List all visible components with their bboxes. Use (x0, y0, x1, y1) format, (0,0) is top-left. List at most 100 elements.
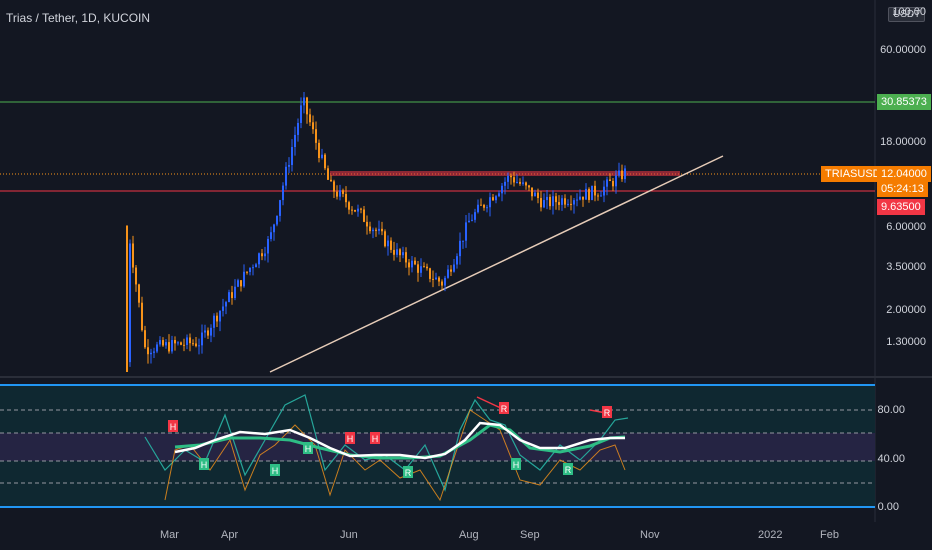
candle-body (243, 271, 245, 287)
candle-body (387, 240, 389, 247)
regular-bullish-marker-2 (563, 463, 573, 475)
hidden-bearish-label: H (372, 434, 379, 444)
last-price-tag: 12.04000 (877, 166, 931, 182)
candle-body (357, 208, 359, 212)
regular-bullish-label: R (565, 465, 572, 475)
candle-body (231, 292, 233, 299)
candle-body (471, 219, 473, 221)
candle-body (135, 267, 137, 285)
hidden-bullish-marker-4 (511, 458, 521, 470)
candle-body (402, 252, 404, 256)
indicator-axis-tick: 80.00 (877, 404, 905, 416)
candle-body (336, 191, 338, 197)
candle-body (270, 232, 272, 239)
bar-countdown-tag: 05:24:13 (877, 181, 928, 197)
candle-body (564, 198, 566, 205)
candle-body (366, 221, 368, 227)
candle-body (567, 203, 569, 205)
candle-body (360, 208, 362, 210)
time-axis-label: Sep (520, 529, 540, 541)
candle-body (318, 142, 320, 159)
candle-body (615, 175, 617, 187)
candle-body (252, 267, 254, 269)
candle-body (465, 222, 467, 241)
candle-body (333, 181, 335, 192)
resistance-zone (330, 171, 680, 176)
candle-body (462, 240, 464, 242)
symbol-tag[interactable]: TRIASUSDT (821, 166, 892, 182)
candle-body (351, 209, 353, 211)
candle-body (345, 193, 347, 203)
regular-bearish-label: R (501, 404, 508, 414)
candle-body (450, 269, 452, 272)
price-axis-tick: 3.50000 (886, 261, 926, 273)
candle-body (225, 302, 227, 307)
candle-body (363, 209, 365, 222)
candle-body (384, 231, 386, 247)
candle-body (159, 340, 161, 345)
candle-body (498, 193, 500, 197)
candle-body (291, 147, 293, 165)
candle-body (285, 166, 287, 186)
time-axis-label: Nov (640, 529, 660, 541)
candle-body (240, 280, 242, 287)
candle-body (426, 266, 428, 269)
candle-body (624, 168, 626, 180)
candle-body (456, 256, 458, 265)
candle-body (267, 238, 269, 254)
candle-body (204, 330, 206, 333)
candle-body (354, 209, 356, 212)
candle-body (597, 195, 599, 197)
candle-body (171, 340, 173, 352)
candle-body (417, 264, 419, 273)
candle-body (129, 243, 131, 363)
candle-body (321, 154, 323, 159)
candle-body (186, 337, 188, 345)
hidden-bearish-label: H (347, 434, 354, 444)
candle-body (228, 292, 230, 303)
candle-body (621, 170, 623, 180)
currency-unit-button[interactable]: USDT (888, 7, 926, 22)
candle-body (507, 175, 509, 182)
hidden-bearish-label: H (170, 422, 177, 432)
candle-body (303, 97, 305, 106)
candle-body (408, 262, 410, 268)
candle-body (522, 182, 524, 184)
support-price-tag: 9.63500 (877, 199, 925, 215)
hidden-bearish-marker-1 (168, 420, 178, 432)
candle-body (585, 188, 587, 200)
time-axis-label: Aug (459, 529, 479, 541)
candle-body (150, 352, 152, 355)
candle-body (138, 284, 140, 303)
candle-body (381, 228, 383, 232)
regular-bearish-marker-1 (499, 402, 509, 414)
candle-body (540, 198, 542, 208)
candle-body (261, 253, 263, 257)
candle-body (255, 264, 257, 268)
candle-body (405, 252, 407, 263)
candle-body (210, 327, 212, 336)
candle-body (576, 199, 578, 201)
candle-body (549, 196, 551, 207)
candle-body (315, 129, 317, 143)
hidden-bearish-marker-3 (370, 432, 380, 444)
candle-body (153, 351, 155, 353)
candle-body (264, 253, 266, 257)
candle-body (513, 177, 515, 183)
candle-body (588, 188, 590, 200)
candle-body (510, 175, 512, 178)
candle-body (537, 192, 539, 199)
candle-body (477, 204, 479, 213)
candle-body (552, 196, 554, 207)
candle-body (168, 342, 170, 352)
candle-body (348, 202, 350, 210)
candle-body (147, 347, 149, 355)
candle-body (372, 229, 374, 232)
regular-bullish-marker-1 (403, 466, 413, 478)
candle-body (399, 249, 401, 256)
chart-title: Trias / Tether, 1D, KUCOIN (6, 11, 151, 25)
candle-body (432, 278, 434, 280)
candle-body (324, 154, 326, 169)
candle-body (327, 168, 329, 180)
